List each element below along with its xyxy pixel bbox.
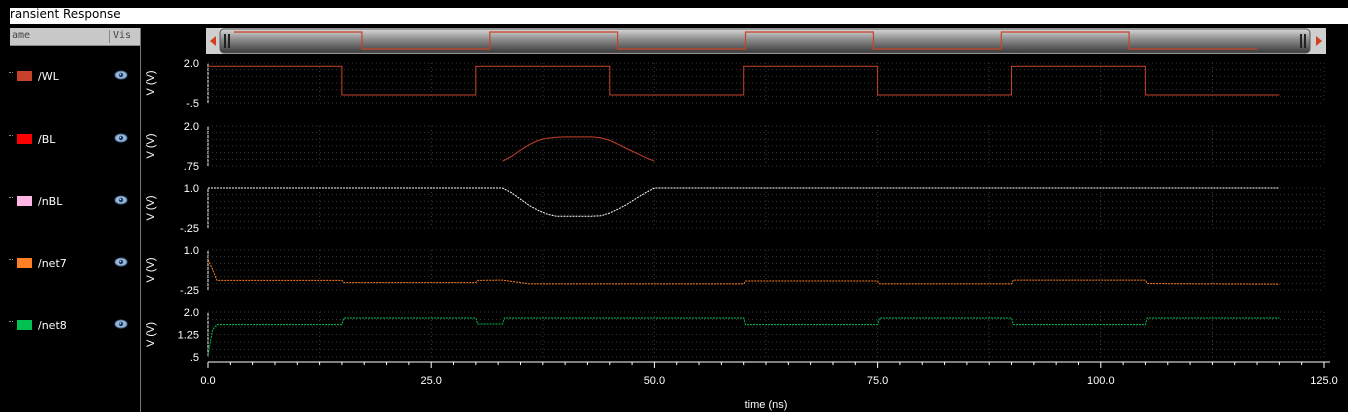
signal-color-swatch: [17, 71, 32, 81]
y-tick-label: 1.0: [184, 183, 199, 195]
scroll-right-handle[interactable]: [1300, 34, 1302, 48]
y-tick-label: 2.0: [184, 58, 199, 70]
signal-row[interactable]: /WL: [0, 70, 140, 84]
signal-row[interactable]: /nBL: [0, 195, 140, 209]
visibility-eye-icon[interactable]: [114, 69, 128, 81]
y-axis-label: V (V): [145, 322, 157, 347]
x-tick-label: 0.0: [200, 375, 215, 387]
y-tick-label: 2.0: [184, 121, 199, 133]
signal-name: /net7: [38, 257, 67, 270]
series-line[interactable]: [208, 65, 1280, 96]
series-line[interactable]: [208, 187, 1280, 217]
tree-connector: [9, 135, 13, 138]
signal-name: /nBL: [38, 195, 63, 208]
visibility-eye-icon[interactable]: [114, 194, 128, 206]
y-tick-label: 2.0: [184, 307, 199, 319]
y-axis-label: V (V): [145, 70, 157, 95]
series-line[interactable]: [207, 259, 1280, 285]
scroll-left-arrow-icon[interactable]: [210, 36, 216, 46]
y-tick-label: -.25: [180, 223, 199, 235]
signal-color-swatch: [17, 196, 32, 206]
scroll-left-handle[interactable]: [228, 34, 230, 48]
y-tick-label: 1.0: [184, 245, 199, 257]
signal-list-panel: ame Vis /WL/BL/nBL/net7/net8: [0, 28, 141, 412]
waveform-pane: 2.0 -.5 V (V): [145, 58, 1325, 110]
signal-row[interactable]: /net7: [0, 257, 140, 271]
signal-name: /WL: [38, 70, 59, 83]
y-axis-label: V (V): [145, 133, 157, 158]
x-axis-label: time (ns): [745, 399, 788, 411]
title-strip: [10, 8, 1348, 24]
overview-waveform: [234, 31, 1257, 50]
x-tick-label: 75.0: [867, 375, 888, 387]
signal-color-swatch: [17, 258, 32, 268]
title-bar: ransient Response: [0, 0, 1348, 28]
scroll-left-handle[interactable]: [224, 34, 226, 48]
signal-row[interactable]: /BL: [0, 133, 140, 147]
signal-row[interactable]: /net8: [0, 319, 140, 333]
waveform-pane: 2.0 .75 V (V): [145, 121, 1325, 173]
plot-area: 2.0 -.5 V (V) 2.0 .75 V (V) 1.0 -.25 V (V) 1.0 -.2…: [142, 28, 1348, 412]
tree-connector: [9, 72, 13, 75]
tree-connector: [9, 321, 13, 324]
y-tick-label: 1.25: [178, 330, 199, 342]
y-axis-label: V (V): [145, 195, 157, 220]
scroll-right-arrow-icon[interactable]: [1316, 36, 1322, 46]
series-line[interactable]: [502, 136, 655, 162]
visibility-eye-icon[interactable]: [114, 256, 128, 268]
signal-name: /BL: [38, 133, 56, 146]
scroll-right-handle[interactable]: [1304, 34, 1306, 48]
signal-color-swatch: [17, 134, 32, 144]
y-tick-label: -.5: [186, 98, 199, 110]
y-axis-label: V (V): [145, 257, 157, 282]
waveform-pane: 1.0 -.25 V (V): [145, 183, 1325, 235]
visibility-eye-icon[interactable]: [114, 132, 128, 144]
y-tick-label: -.25: [180, 285, 199, 297]
waveform-plot: 2.0 -.5 V (V) 2.0 .75 V (V) 1.0 -.25 V (V) 1.0 -.2…: [145, 28, 1338, 411]
window-title: ransient Response: [10, 7, 121, 21]
signal-color-swatch: [17, 320, 32, 330]
x-axis: 0.0 25.0 50.0 75.0 100.0 125.0 time (ns): [200, 361, 1338, 411]
name-column-header[interactable]: ame: [12, 30, 31, 41]
y-tick-label: .75: [184, 161, 199, 173]
visibility-eye-icon[interactable]: [114, 318, 128, 330]
waveform-pane: 2.0 1.25 .5 V (V): [145, 307, 1325, 364]
signal-name: /net8: [38, 319, 67, 332]
x-tick-label: 50.0: [644, 375, 665, 387]
x-tick-label: 125.0: [1310, 375, 1338, 387]
signal-list-header: ame Vis: [10, 28, 140, 46]
tree-connector: [9, 259, 13, 262]
y-tick-label: .5: [190, 352, 199, 364]
vis-column-header[interactable]: Vis: [109, 30, 131, 43]
x-tick-label: 25.0: [420, 375, 441, 387]
x-tick-label: 100.0: [1087, 375, 1115, 387]
series-line[interactable]: [207, 317, 1280, 356]
tree-connector: [9, 197, 13, 200]
waveform-pane: 1.0 -.25 V (V): [145, 245, 1325, 297]
